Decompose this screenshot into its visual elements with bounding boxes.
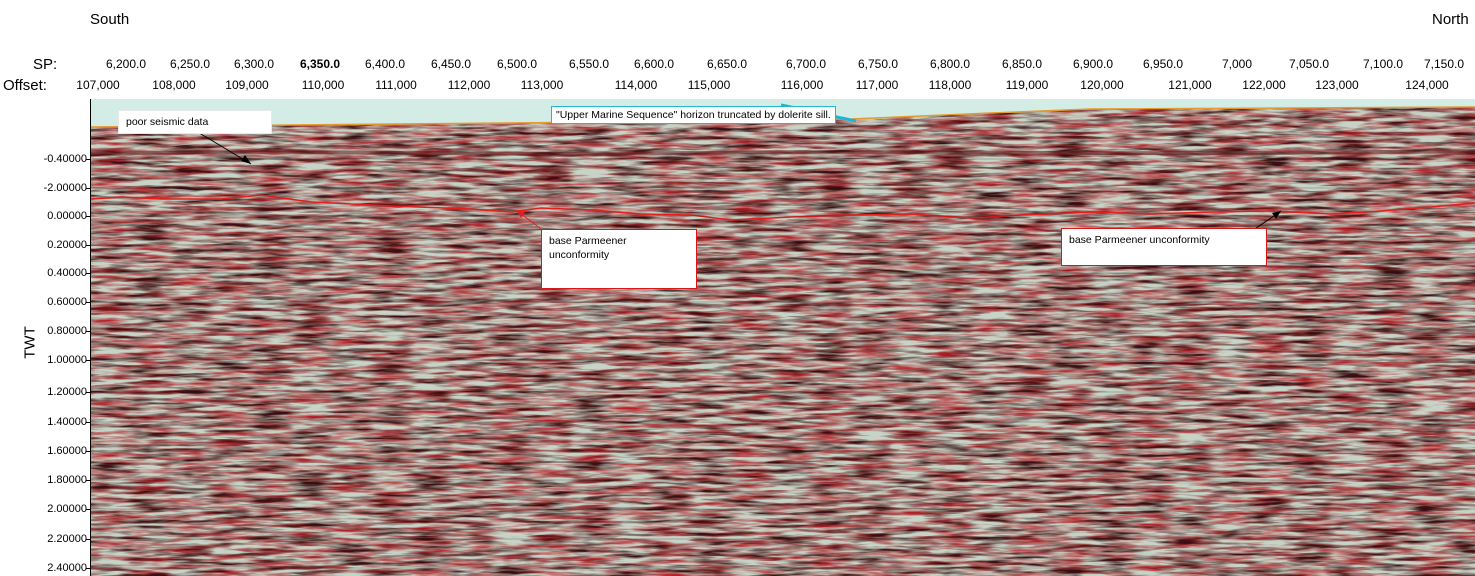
twt-tick-label: 1.20000 <box>47 386 87 398</box>
sp-tick-label: 6,450.0 <box>430 57 472 71</box>
offset-tick-label: 109,000 <box>225 78 269 92</box>
offset-tick-label: 112,000 <box>447 78 491 92</box>
south-label: South <box>90 11 130 28</box>
seismic-amplitudes <box>91 99 1475 576</box>
twt-tick-label: -0.40000 <box>43 153 87 165</box>
twt-tick-label: 0.00000 <box>47 210 87 222</box>
sp-tick-label: 7,050.0 <box>1288 57 1330 71</box>
base-right-arrowhead <box>1272 211 1281 219</box>
sp-tick-label: 6,950.0 <box>1142 57 1184 71</box>
base-parmeener-horizon <box>91 194 1475 221</box>
seismic-image <box>91 99 1475 576</box>
offset-tick-label: 108,000 <box>152 78 196 92</box>
base-parmeener-note-left: base Parmeener unconformity <box>541 229 697 289</box>
twt-tick-label: 0.80000 <box>47 325 87 337</box>
sp-tick-label: 6,800.0 <box>929 57 971 71</box>
sp-tick-label: 6,750.0 <box>857 57 899 71</box>
twt-tick-label: 2.40000 <box>47 562 87 574</box>
sp-axis-label: SP: <box>33 56 58 73</box>
poor-seismic-note: poor seismic data <box>118 110 272 134</box>
twt-tick-label: 0.40000 <box>47 267 87 279</box>
poor-data-leader <box>190 127 252 165</box>
twt-tick-label: 1.40000 <box>47 416 87 428</box>
offset-tick-label: 110,000 <box>301 78 345 92</box>
poor-data-arrowhead <box>241 155 251 164</box>
sp-tick-label: 6,300.0 <box>233 57 275 71</box>
twt-tick-label: -2.00000 <box>43 182 87 194</box>
offset-tick-label: 118,000 <box>928 78 972 92</box>
offset-tick-label: 121,000 <box>1168 78 1212 92</box>
sp-tick-label: 7,100.0 <box>1362 57 1404 71</box>
base-left-line1: base Parmeener <box>549 235 627 247</box>
base-left-line2: unconformity <box>549 249 610 261</box>
sp-tick-label: 7,150.0 <box>1423 57 1465 71</box>
offset-tick-label: 123,000 <box>1315 78 1359 92</box>
sp-tick-label: 6,550.0 <box>568 57 610 71</box>
sp-tick-label: 6,650.0 <box>706 57 748 71</box>
offset-axis-label: Offset: <box>3 77 47 94</box>
shallow-reflector <box>91 149 1475 156</box>
seismic-section <box>90 99 1475 576</box>
twt-axis-title: TWT <box>21 326 39 359</box>
twt-tick-label: 1.80000 <box>47 474 87 486</box>
sp-tick-label: 6,900.0 <box>1072 57 1114 71</box>
sp-tick-label: 7,000 <box>1221 57 1253 71</box>
offset-tick-label: 120,000 <box>1080 78 1124 92</box>
twt-tick-label: 2.00000 <box>47 503 87 515</box>
sp-tick-label: 6,400.0 <box>364 57 406 71</box>
north-label: North <box>1432 11 1469 28</box>
offset-tick-label: 124,000 <box>1405 78 1449 92</box>
twt-tick-label: 0.20000 <box>47 239 87 251</box>
offset-tick-label: 114,000 <box>614 78 658 92</box>
offset-tick-label: 115,000 <box>687 78 731 92</box>
sp-tick-label: 6,200.0 <box>105 57 147 71</box>
twt-tick-label: 1.00000 <box>47 354 87 366</box>
offset-tick-label: 122,000 <box>1242 78 1286 92</box>
offset-tick-label: 117,000 <box>855 78 899 92</box>
sp-tick-label: 6,250.0 <box>169 57 211 71</box>
sp-tick-label: 6,850.0 <box>1001 57 1043 71</box>
twt-tick-label: 0.60000 <box>47 296 87 308</box>
base-parmeener-note-right: base Parmeener unconformity <box>1061 228 1267 266</box>
sp-tick-label: 6,600.0 <box>633 57 675 71</box>
sp-tick-label: 6,700.0 <box>785 57 827 71</box>
time-gridlines <box>91 158 1475 569</box>
sp-tick-label: 6,350.0 <box>299 57 341 71</box>
twt-tick-label: 2.20000 <box>47 533 87 545</box>
twt-tick-label: 1.60000 <box>47 445 87 457</box>
sp-tick-label: 6,500.0 <box>496 57 538 71</box>
offset-tick-label: 111,000 <box>375 78 417 92</box>
offset-tick-label: 116,000 <box>780 78 824 92</box>
upper-marine-note: "Upper Marine Sequence" horizon truncate… <box>551 106 836 124</box>
offset-tick-label: 107,000 <box>76 78 120 92</box>
offset-tick-label: 119,000 <box>1005 78 1049 92</box>
offset-tick-label: 113,000 <box>520 78 564 92</box>
base-left-arrowhead <box>516 210 525 218</box>
